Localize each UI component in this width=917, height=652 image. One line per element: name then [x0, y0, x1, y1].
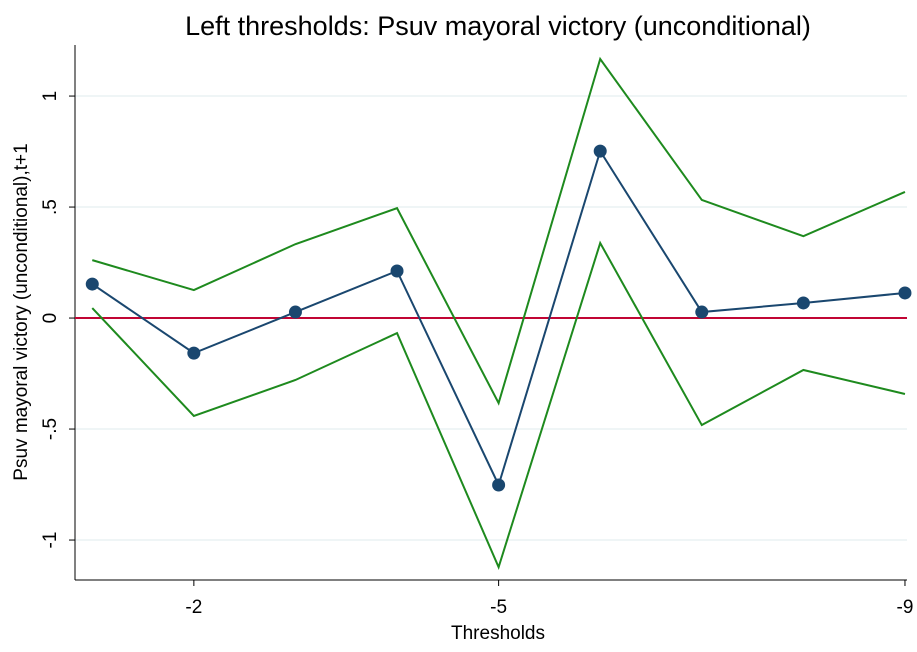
data-point: [593, 144, 607, 158]
data-point: [695, 305, 709, 319]
data-point: [796, 296, 810, 310]
x-axis-label: Thresholds: [451, 623, 545, 644]
chart-title: Left thresholds: Psuv mayoral victory (u…: [185, 11, 811, 41]
x-tick-label: -5: [490, 597, 507, 618]
y-tick-label: 0: [40, 313, 61, 324]
series-line: [91, 56, 906, 406]
series-line: [91, 240, 906, 570]
x-tick-label: -9: [897, 597, 914, 618]
y-tick-label: .5: [40, 199, 61, 215]
y-tick-label: -.5: [40, 418, 61, 440]
y-tick-label: 1: [40, 91, 61, 102]
data-point: [288, 305, 302, 319]
x-tick-label: -2: [185, 597, 202, 618]
y-axis-label: Psuv mayoral victory (unconditional),t+1: [11, 143, 32, 480]
data-point: [898, 286, 912, 300]
data-point: [492, 478, 506, 492]
data-point: [85, 277, 99, 291]
data-point: [390, 264, 404, 278]
y-tick-label: -1: [40, 532, 61, 549]
data-point: [187, 346, 201, 360]
